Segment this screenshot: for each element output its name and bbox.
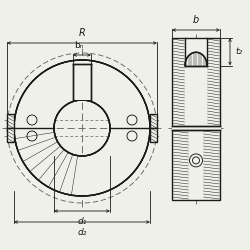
Bar bbox=[150, 114, 157, 128]
Polygon shape bbox=[185, 52, 207, 66]
Polygon shape bbox=[14, 128, 150, 196]
Polygon shape bbox=[172, 126, 220, 130]
Text: d₂: d₂ bbox=[77, 228, 87, 237]
Text: b: b bbox=[193, 15, 199, 25]
Text: bₙ: bₙ bbox=[74, 41, 84, 50]
Text: t₂: t₂ bbox=[235, 47, 242, 56]
Bar bbox=[7, 114, 14, 128]
Polygon shape bbox=[14, 60, 150, 128]
Polygon shape bbox=[14, 60, 150, 128]
Bar bbox=[73, 64, 91, 100]
Text: d₁: d₁ bbox=[77, 217, 87, 226]
Bar bbox=[172, 38, 220, 200]
Text: R: R bbox=[78, 28, 86, 38]
Bar bbox=[150, 128, 157, 142]
Bar bbox=[7, 128, 14, 142]
